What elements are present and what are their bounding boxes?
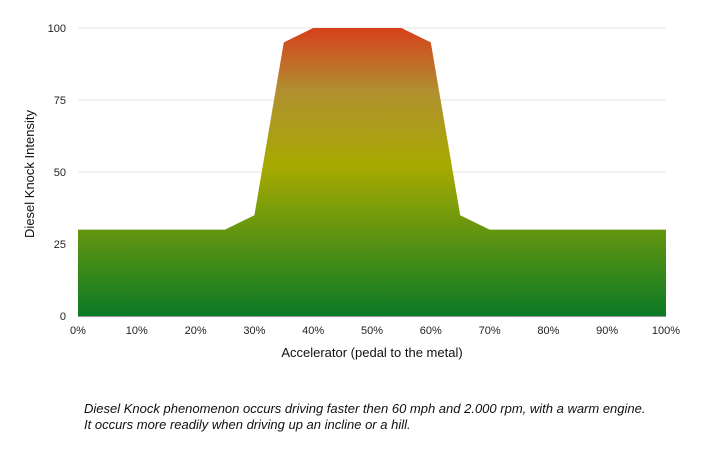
knock-intensity-area	[78, 28, 666, 316]
diesel-knock-chart: 0 25 50 75 100 0% 10% 20% 30% 40% 50% 60% 70% 80% 90%…	[22, 23, 680, 360]
x-tick-label: 100%	[652, 325, 680, 337]
x-tick-label: 40%	[302, 325, 324, 337]
x-axis-title: Accelerator (pedal to the metal)	[281, 345, 462, 360]
y-tick-label: 25	[54, 239, 66, 251]
x-tick-label: 10%	[126, 325, 148, 337]
chart-caption: Diesel Knock phenomenon occurs driving f…	[84, 401, 694, 433]
y-tick-label: 50	[54, 167, 66, 179]
caption-line-1: Diesel Knock phenomenon occurs driving f…	[84, 401, 646, 416]
y-axis-ticks: 0 25 50 75 100	[48, 23, 66, 323]
x-tick-label: 20%	[185, 325, 207, 337]
x-tick-label: 70%	[479, 325, 501, 337]
x-axis-ticks: 0% 10% 20% 30% 40% 50% 60% 70% 80% 90% 100%	[70, 325, 680, 337]
y-axis-title: Diesel Knock Intensity	[22, 110, 37, 238]
x-tick-label: 80%	[537, 325, 559, 337]
caption-line-2: It occurs more readily when driving up a…	[84, 417, 411, 432]
y-tick-label: 100	[48, 23, 66, 35]
y-tick-label: 0	[60, 311, 66, 323]
x-tick-label: 0%	[70, 325, 86, 337]
x-tick-label: 60%	[420, 325, 442, 337]
x-tick-label: 50%	[361, 325, 383, 337]
x-tick-label: 90%	[596, 325, 618, 337]
y-tick-label: 75	[54, 95, 66, 107]
x-tick-label: 30%	[243, 325, 265, 337]
